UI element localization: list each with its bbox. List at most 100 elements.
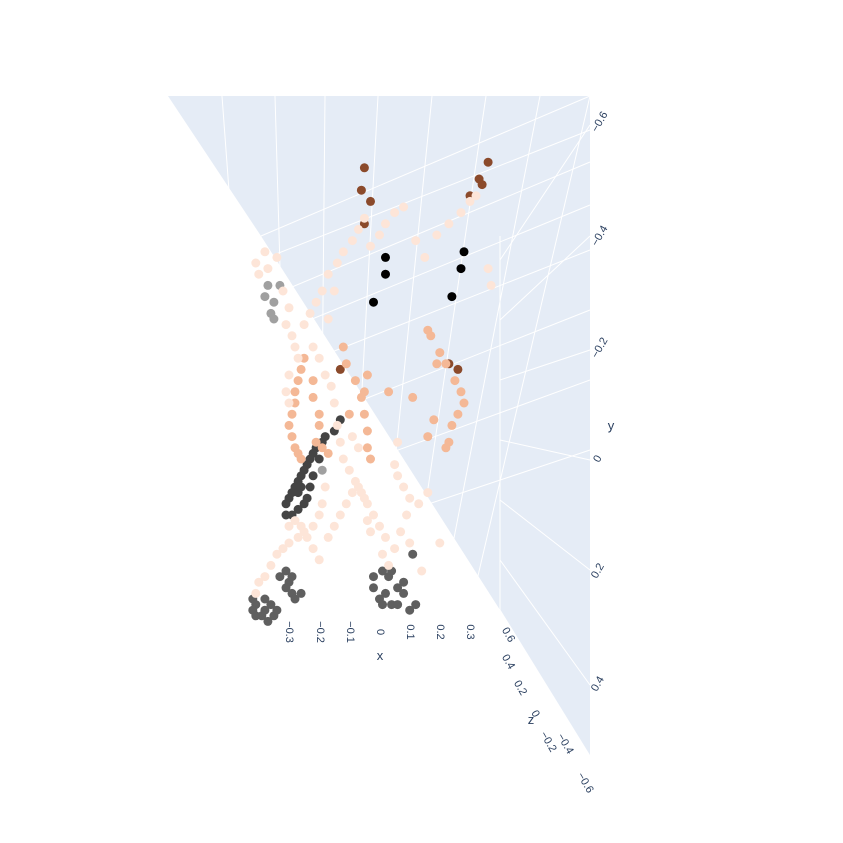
data-point-cream[interactable]	[323, 314, 333, 324]
data-point-cream[interactable]	[369, 510, 378, 520]
data-point-peach[interactable]	[341, 359, 351, 369]
data-point-cream[interactable]	[329, 521, 339, 531]
data-point-cream[interactable]	[375, 521, 384, 531]
data-point-gray[interactable]	[317, 465, 327, 475]
data-point-dark-gray[interactable]	[399, 577, 409, 587]
data-point-peach[interactable]	[314, 420, 324, 430]
data-point-cream[interactable]	[353, 443, 363, 453]
data-point-charcoal[interactable]	[314, 454, 324, 464]
data-point-gray[interactable]	[263, 280, 273, 290]
data-point-cream[interactable]	[320, 482, 330, 492]
data-point-black[interactable]	[381, 252, 390, 262]
data-point-cream[interactable]	[375, 230, 384, 240]
data-point-cream[interactable]	[338, 247, 348, 257]
data-point-cream[interactable]	[314, 353, 324, 363]
data-point-cream[interactable]	[344, 465, 354, 475]
data-point-cream[interactable]	[381, 532, 390, 542]
data-point-cream[interactable]	[384, 560, 394, 570]
data-point-cream[interactable]	[263, 264, 273, 274]
data-point-peach[interactable]	[350, 376, 360, 386]
data-point-cream[interactable]	[308, 521, 318, 531]
data-point-black[interactable]	[369, 297, 378, 307]
data-point-cream[interactable]	[411, 236, 421, 246]
data-point-cream[interactable]	[314, 510, 324, 520]
data-point-cream[interactable]	[405, 538, 415, 548]
data-point-cream[interactable]	[317, 286, 327, 296]
data-point-dark-gray[interactable]	[266, 600, 276, 610]
data-point-cream[interactable]	[366, 241, 375, 251]
data-point-cream[interactable]	[326, 381, 336, 391]
data-point-cream[interactable]	[347, 488, 357, 498]
data-point-dark-gray[interactable]	[378, 566, 387, 576]
data-point-cream[interactable]	[444, 219, 454, 229]
data-point-gray[interactable]	[269, 314, 279, 324]
data-point-cream[interactable]	[251, 258, 261, 268]
data-point-cream[interactable]	[278, 544, 288, 554]
data-point-cream[interactable]	[284, 398, 294, 408]
data-point-dark-gray[interactable]	[399, 588, 409, 598]
data-point-cream[interactable]	[254, 269, 264, 279]
data-point-dark-gray[interactable]	[378, 600, 387, 610]
data-point-charcoal[interactable]	[308, 471, 318, 481]
data-point-cream[interactable]	[299, 320, 309, 330]
data-point-cream[interactable]	[486, 280, 496, 290]
data-point-cream[interactable]	[329, 398, 339, 408]
data-point-peach[interactable]	[323, 448, 333, 458]
data-point-peach[interactable]	[296, 364, 306, 374]
data-point-cream[interactable]	[314, 555, 324, 565]
data-point-dark-gray[interactable]	[393, 600, 403, 610]
data-point-dark-gray[interactable]	[411, 600, 421, 610]
data-point-cream[interactable]	[332, 420, 342, 430]
data-point-charcoal[interactable]	[305, 482, 315, 492]
data-point-cream[interactable]	[359, 213, 369, 223]
data-point-cream[interactable]	[284, 538, 294, 548]
data-point-cream[interactable]	[284, 370, 294, 380]
data-point-cream[interactable]	[311, 297, 321, 307]
data-points[interactable]	[248, 157, 496, 626]
data-point-cream[interactable]	[347, 236, 357, 246]
data-point-peach[interactable]	[450, 376, 460, 386]
data-point-cream[interactable]	[456, 208, 466, 218]
data-point-cream[interactable]	[260, 572, 270, 582]
data-point-peach[interactable]	[453, 409, 463, 419]
data-point-dark-gray[interactable]	[260, 605, 270, 615]
data-point-cream[interactable]	[290, 342, 300, 352]
data-point-cream[interactable]	[260, 247, 270, 257]
data-point-cream[interactable]	[332, 258, 342, 268]
data-point-cream[interactable]	[266, 560, 276, 570]
data-point-peach[interactable]	[423, 432, 433, 442]
data-point-dark-gray[interactable]	[369, 583, 378, 593]
data-point-gray[interactable]	[260, 292, 270, 302]
data-point-peach[interactable]	[311, 437, 321, 447]
data-point-peach[interactable]	[287, 432, 297, 442]
data-point-dark-gray[interactable]	[287, 572, 297, 582]
data-point-peach[interactable]	[432, 359, 442, 369]
data-point-cream[interactable]	[353, 224, 363, 234]
data-point-cream[interactable]	[417, 566, 427, 576]
data-point-peach[interactable]	[287, 409, 297, 419]
data-point-dark-gray[interactable]	[369, 572, 378, 582]
data-point-peach[interactable]	[359, 409, 369, 419]
data-point-peach[interactable]	[284, 420, 294, 430]
data-point-cream[interactable]	[341, 499, 351, 509]
data-point-dark-gray[interactable]	[381, 588, 390, 598]
data-point-peach[interactable]	[338, 342, 348, 352]
data-point-cream[interactable]	[293, 532, 303, 542]
data-point-peach[interactable]	[441, 359, 451, 369]
data-point-cream[interactable]	[393, 471, 403, 481]
data-point-cream[interactable]	[483, 264, 493, 274]
data-point-cream[interactable]	[347, 432, 357, 442]
data-point-cream[interactable]	[359, 493, 369, 503]
data-point-cream[interactable]	[254, 577, 264, 587]
data-point-cream[interactable]	[335, 510, 345, 520]
data-point-cream[interactable]	[302, 532, 312, 542]
data-point-peach[interactable]	[408, 392, 418, 402]
data-point-cream[interactable]	[323, 269, 333, 279]
data-point-black[interactable]	[381, 269, 390, 279]
data-point-dark-brown[interactable]	[477, 180, 487, 190]
data-point-cream[interactable]	[378, 549, 387, 559]
data-point-dark-gray[interactable]	[296, 588, 306, 598]
data-point-cream[interactable]	[305, 308, 315, 318]
data-point-peach[interactable]	[384, 387, 394, 397]
